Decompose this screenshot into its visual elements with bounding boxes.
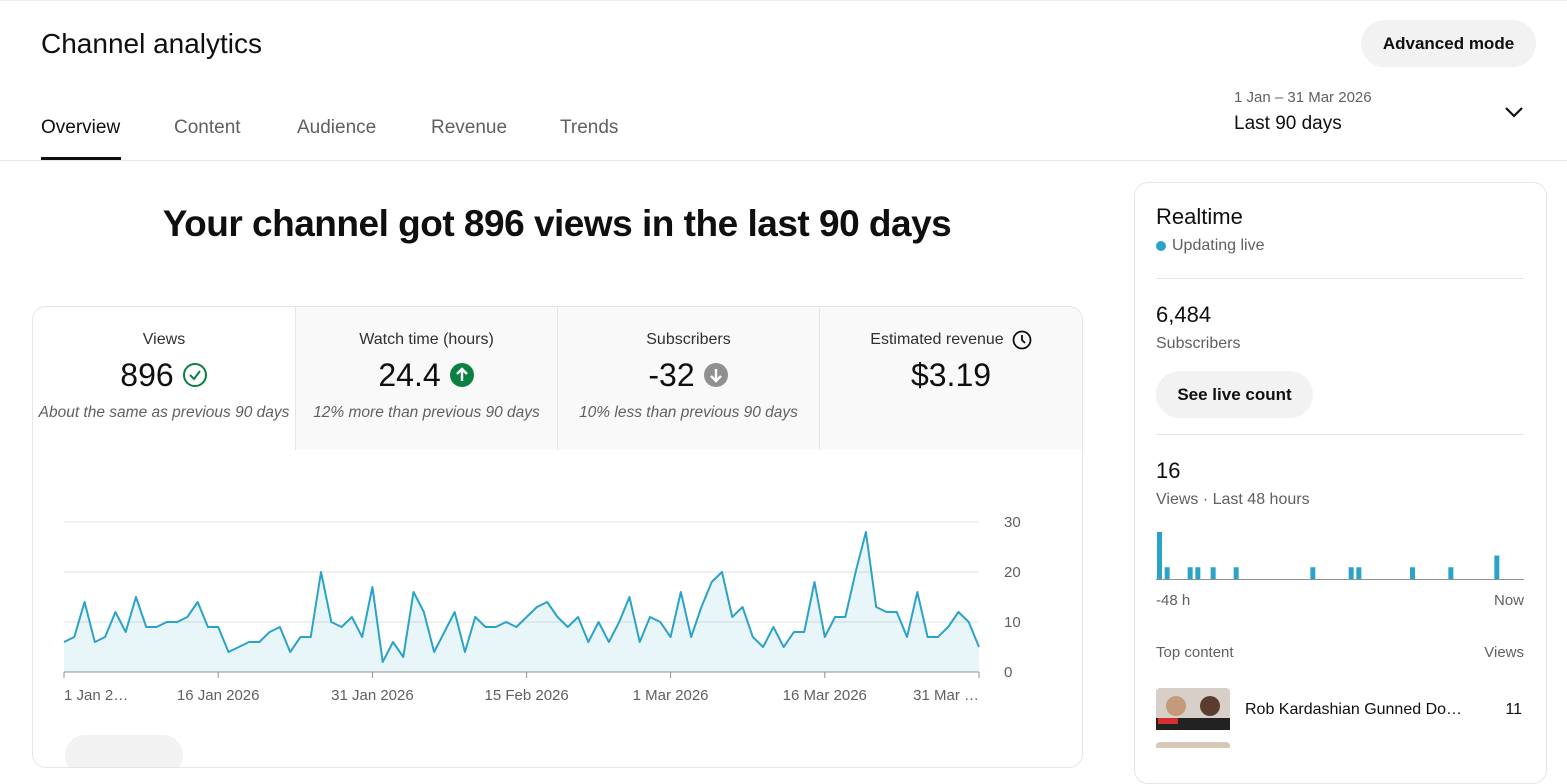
up-icon	[449, 363, 474, 387]
advanced-mode-button[interactable]: Advanced mode	[1361, 20, 1536, 67]
x-tick-label: 15 Feb 2026	[485, 687, 569, 704]
subscriber-count: 6,484	[1156, 302, 1212, 327]
page-title: Channel analytics	[41, 28, 263, 59]
bar	[1195, 567, 1201, 579]
header-divider	[0, 160, 1567, 161]
x-tick-label: 16 Mar 2026	[783, 687, 867, 704]
y-tick-label: 20	[1004, 564, 1021, 581]
metrics-card: Views 896 About the same as previous 90 …	[32, 306, 1083, 768]
date-dropdown[interactable]: 1 Jan – 31 Mar 2026 Last 90 days	[1220, 84, 1536, 144]
bar	[1448, 567, 1454, 579]
line-area	[64, 532, 979, 672]
thumbnail	[1156, 688, 1230, 730]
y-tick-label: 10	[1004, 614, 1021, 631]
period: Last 90 days	[1234, 113, 1342, 134]
metric-views[interactable]: Views 896 About the same as previous 90 …	[33, 307, 295, 450]
views-count: 16	[1156, 458, 1181, 483]
x-tick-label: 16 Jan 2026	[177, 687, 260, 704]
metric-value: -32	[648, 356, 695, 393]
x-tick-label: 1 Jan 2…	[64, 687, 128, 704]
metric-value: 896	[120, 356, 174, 393]
metric-value-row: -32	[558, 357, 819, 393]
metric-revenue[interactable]: Estimated revenue $3.19	[819, 307, 1082, 450]
top-border	[0, 0, 1567, 1]
line	[63, 531, 980, 663]
top-content-label: Top content	[1156, 644, 1234, 661]
metric-note: About the same as previous 90 days	[38, 404, 290, 421]
clock-icon	[1012, 330, 1032, 350]
bar	[1348, 567, 1354, 579]
check-icon	[182, 363, 207, 387]
chevron-icon	[1505, 107, 1523, 118]
line-chart: 0 10 20 30 1 Jan 2… 16 Jan 2026 31 Jan 2026 15 …	[63, 514, 1021, 704]
bar	[1356, 567, 1362, 579]
metric-value: $3.19	[910, 356, 992, 393]
metric-note: 10% less than previous 90 days	[579, 404, 798, 421]
divider	[1156, 278, 1524, 279]
tab[interactable]: Revenue	[431, 117, 508, 138]
bar	[1187, 567, 1193, 579]
metric-label: Estimated revenue	[870, 331, 1004, 348]
metric-label-row: Estimated revenue	[820, 330, 1082, 350]
metric-subscribers[interactable]: Subscribers -32 10% less than previous 9…	[557, 307, 819, 450]
realtime-status: Updating live	[1172, 237, 1265, 254]
tab[interactable]: Audience	[297, 117, 377, 138]
metric-note: 12% more than previous 90 days	[313, 404, 540, 421]
realtime-bar-chart	[1156, 532, 1524, 580]
bar	[1310, 567, 1316, 579]
bar	[1210, 567, 1216, 579]
metric-label: Watch time (hours)	[359, 331, 494, 348]
bar	[1233, 567, 1239, 579]
subscriber-label: Subscribers	[1156, 335, 1241, 352]
metric-value-row: 896	[33, 357, 295, 393]
metric-watch-time[interactable]: Watch time (hours) 24.4 12% more than pr…	[295, 307, 557, 450]
views-column-label: Views	[1484, 644, 1524, 661]
metric-value: 24.4	[378, 356, 441, 393]
tab[interactable]: Overview	[41, 117, 121, 138]
date-range: 1 Jan – 31 Mar 2026	[1234, 89, 1372, 106]
bar	[1410, 567, 1415, 579]
y-tick-label: 30	[1004, 514, 1021, 531]
see-more-button[interactable]	[65, 735, 183, 767]
metric-label: Subscribers	[646, 331, 731, 348]
see-live-count-button[interactable]: See live count	[1156, 371, 1313, 418]
headline: Your channel got 896 views in the last 9…	[162, 203, 952, 244]
content-views: 11	[1505, 701, 1522, 718]
down-icon	[703, 363, 728, 387]
live-dot	[1156, 241, 1166, 251]
x-axis-end: Now	[1493, 592, 1524, 609]
content-title: Rob Kardashian Gunned Do…	[1245, 701, 1463, 718]
bar	[1157, 532, 1162, 579]
views-label: Views · Last 48 hours	[1156, 491, 1310, 508]
tab[interactable]: Content	[174, 117, 241, 138]
x-tick-label: 31 Mar …	[913, 687, 979, 704]
x-axis-start: -48 h	[1156, 592, 1191, 609]
tab[interactable]: Trends	[560, 117, 619, 138]
thumbnail	[1156, 742, 1230, 748]
tab-underline	[41, 157, 121, 160]
bar	[1494, 555, 1500, 579]
bar	[1164, 567, 1170, 579]
metric-label: Views	[142, 331, 186, 348]
realtime-title: Realtime	[1156, 204, 1243, 229]
x-tick-label: 31 Jan 2026	[331, 687, 414, 704]
divider	[1156, 434, 1524, 435]
top-content-item[interactable]: Rob Kardashian Gunned Do… 11	[1156, 688, 1524, 732]
x-tick-label: 1 Mar 2026	[633, 687, 709, 704]
y-tick-label: 0	[1004, 664, 1012, 681]
metric-value-row: 24.4	[296, 357, 557, 393]
